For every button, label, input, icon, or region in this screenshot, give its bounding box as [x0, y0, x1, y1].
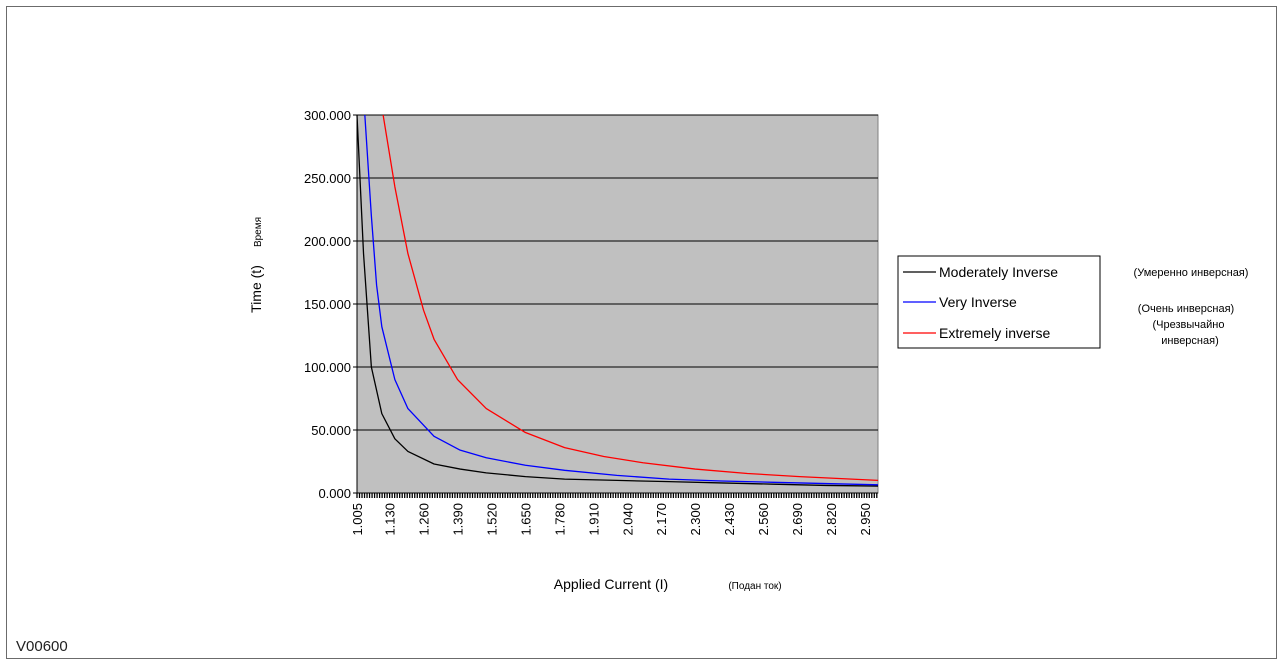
y-tick-label: 50.000: [311, 423, 351, 438]
series-line-very-inverse: [364, 114, 879, 486]
x-tick-label: 2.430: [722, 503, 737, 536]
figure-id: V00600: [16, 638, 68, 655]
x-tick-label: 2.690: [790, 503, 805, 536]
legend-note-extremely-inverse: (Чрезвычайно инверсная): [1152, 319, 1227, 347]
y-tick-label: 300.000: [304, 108, 351, 123]
legend-label-very-inverse: Very Inverse: [939, 294, 1017, 310]
series-line-moderately-inverse: [356, 114, 879, 487]
x-tick-label: 1.390: [451, 503, 466, 536]
x-tick-label: 2.040: [620, 503, 635, 536]
y-tick-label: 200.000: [304, 234, 351, 249]
x-tick-labels: 1.005 1.130 1.260 1.390 1.520 1.650 1.780 1.910…: [350, 493, 878, 536]
grid-lines: [357, 114, 878, 431]
x-tick-label: 1.130: [383, 503, 398, 536]
x-tick-label: 1.520: [484, 503, 499, 536]
y-tick-label: 250.000: [304, 171, 351, 186]
x-tick-label: 2.170: [654, 503, 669, 536]
x-tick-label: 1.910: [586, 503, 601, 536]
legend-label-moderately-inverse: Moderately Inverse: [939, 264, 1058, 280]
series-line-extremely-inverse: [382, 114, 879, 482]
series-lines: [356, 114, 879, 487]
x-tick-label: 1.260: [417, 503, 432, 536]
x-tick-label: 2.820: [824, 503, 839, 536]
legend-label-extremely-inverse: Extremely inverse: [939, 325, 1050, 341]
y-tick-label: 150.000: [304, 297, 351, 312]
x-tick-label: 1.780: [552, 503, 567, 536]
y-axis-title-note: Время: [253, 217, 264, 247]
x-tick-label: 2.560: [756, 503, 771, 536]
y-axis-title: Time (t): [248, 265, 264, 313]
legend: Moderately Inverse Very Inverse Extremel…: [897, 255, 1101, 349]
y-tick-label: 100.000: [304, 360, 351, 375]
x-tick-label: 2.950: [858, 503, 873, 536]
legend-note-very-inverse: (Очень инверсная): [1138, 303, 1234, 315]
x-tick-label: 1.650: [518, 503, 533, 536]
legend-note-moderately-inverse: (Умеренно инверсная): [1134, 267, 1249, 279]
x-axis-title-note: (Подан ток): [728, 581, 781, 592]
x-tick-label: 1.005: [350, 503, 365, 536]
x-axis-title: Applied Current (I): [554, 576, 668, 592]
y-tick-label: 0.000: [318, 486, 351, 501]
x-tick-label: 2.300: [688, 503, 703, 536]
y-tick-labels: 300.000 250.000 200.000 150.000 100.000 50.00…: [304, 108, 357, 501]
